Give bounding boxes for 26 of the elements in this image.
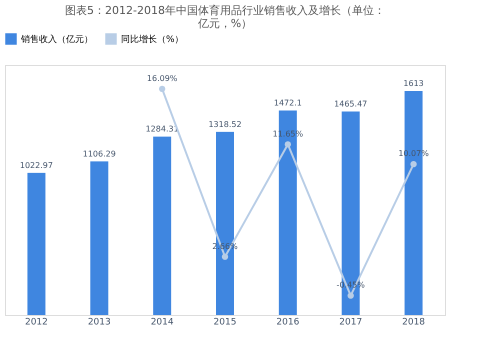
data-label: 1022.97	[20, 160, 53, 170]
data-label: 1318.52	[208, 120, 242, 129]
legend-label: 销售收入（亿元）	[20, 34, 93, 45]
bar	[90, 161, 108, 315]
x-tick-label: 2015	[214, 318, 236, 328]
x-tick-label: 2018	[402, 318, 426, 328]
bar	[27, 172, 46, 315]
data-label: 16.09%	[146, 74, 178, 83]
data-label: 1465.47	[334, 99, 368, 108]
x-tick-label: 2012	[24, 318, 48, 328]
data-label: 1472.1	[274, 98, 302, 108]
legend-label: 同比增长（%）	[121, 34, 184, 45]
point	[222, 254, 228, 260]
x-tick-label: 2013	[88, 318, 111, 328]
point	[410, 160, 417, 168]
data-label: 1613	[403, 78, 424, 88]
bar	[153, 136, 172, 315]
data-label: -0.45%	[336, 280, 366, 290]
data-label: 1106.29	[82, 149, 116, 158]
x-tick-label: 2016	[276, 318, 300, 328]
x-tick-label: 2014	[150, 318, 174, 328]
chart-title: 图表5：2012-2018年中国体育用品行业销售收入及增长（单位：亿元，%）	[65, 4, 385, 30]
x-tick-label: 2017	[339, 318, 362, 328]
point	[284, 141, 292, 148]
point	[158, 86, 166, 92]
point	[348, 292, 354, 299]
